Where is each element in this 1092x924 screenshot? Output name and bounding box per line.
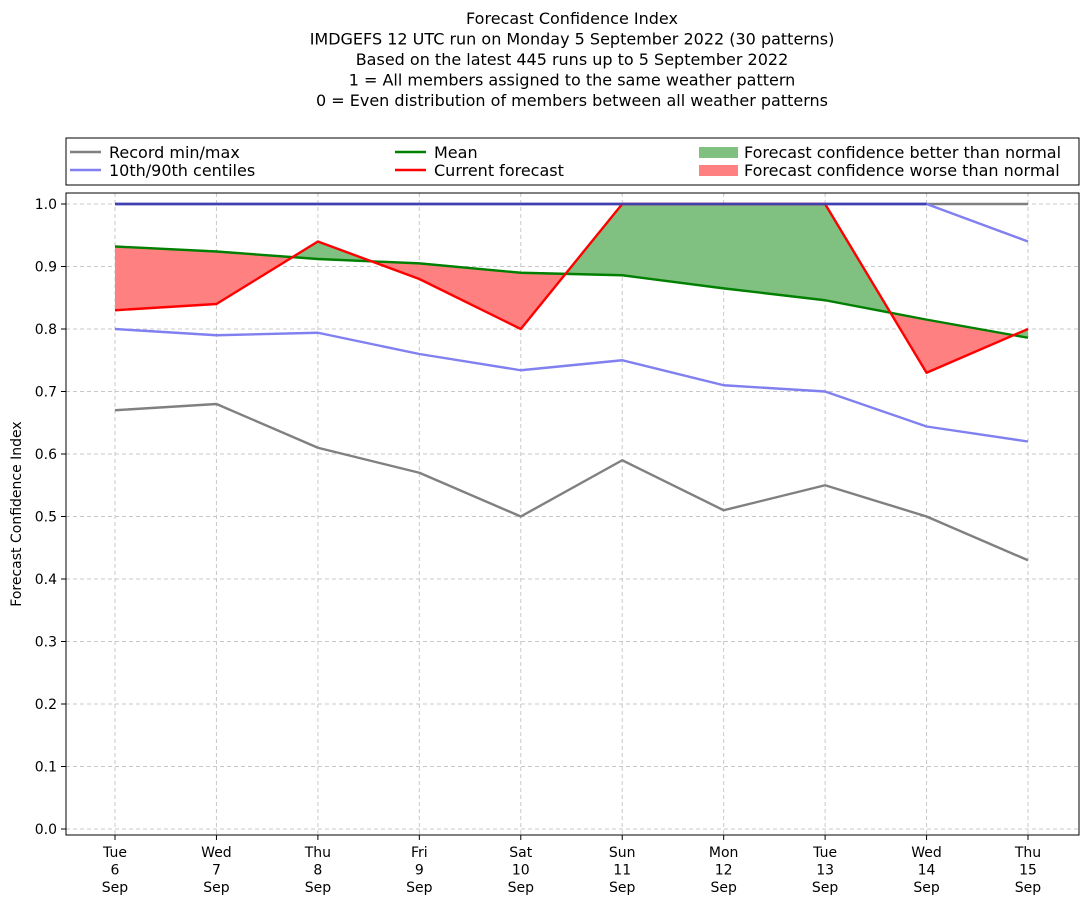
chart-title: Forecast Confidence Index IMDGEFS 12 UTC … (310, 9, 835, 110)
x-axis: Tue6SepWed7SepThu8SepFri9SepSat10SepSun1… (102, 835, 1042, 896)
x-tick-label: Sep (710, 880, 737, 896)
x-tick-label: Wed (201, 845, 232, 861)
x-tick-label: Sep (1015, 880, 1042, 896)
x-tick-label: 13 (816, 863, 834, 879)
title-line-1: IMDGEFS 12 UTC run on Monday 5 September… (310, 30, 835, 49)
legend-label: Forecast confidence better than normal (744, 143, 1061, 162)
y-axis-label: Forecast Confidence Index (9, 421, 25, 606)
x-tick-label: Sep (508, 880, 535, 896)
x-tick-label: Sun (609, 845, 636, 861)
legend-label: Record min/max (109, 143, 240, 162)
title-line-0: Forecast Confidence Index (466, 9, 678, 28)
x-tick-label: 8 (313, 863, 322, 879)
y-axis: 0.0 0.1 0.2 0.3 0.4 0.5 0.6 0.7 0.8 0.9 1.0 (35, 197, 66, 838)
fill-better-than-normal (565, 204, 891, 313)
y-tick-label: 0.5 (35, 510, 57, 526)
legend-label: Forecast confidence worse than normal (744, 161, 1060, 180)
x-tick-label: 9 (415, 863, 424, 879)
x-tick-label: 12 (715, 863, 733, 879)
x-tick-label: Thu (304, 845, 331, 861)
x-tick-label: Mon (709, 845, 739, 861)
y-tick-label: 0.9 (35, 260, 57, 276)
x-tick-label: 7 (212, 863, 221, 879)
x-tick-label: 6 (111, 863, 120, 879)
legend-label: 10th/90th centiles (109, 161, 255, 180)
legend-box (65, 137, 1080, 186)
x-tick-label: 14 (918, 863, 936, 879)
series-line-p90 (115, 202, 1029, 243)
x-tick-label: Sep (203, 880, 230, 896)
legend-swatch (699, 147, 738, 158)
y-tick-label: 0.2 (35, 697, 57, 713)
x-tick-label: Sep (913, 880, 940, 896)
x-tick-label: 11 (613, 863, 631, 879)
x-tick-label: 10 (512, 863, 530, 879)
y-tick-label: 0.1 (35, 760, 57, 776)
x-tick-label: Wed (911, 845, 942, 861)
x-tick-label: Tue (812, 845, 837, 861)
y-tick-label: 0.7 (35, 385, 57, 401)
x-tick-label: Sep (102, 880, 129, 896)
x-tick-label: Tue (102, 845, 127, 861)
x-tick-label: Sep (406, 880, 433, 896)
y-tick-label: 0.6 (35, 447, 57, 463)
y-tick-label: 0.3 (35, 635, 57, 651)
x-tick-label: Thu (1014, 845, 1041, 861)
fill-worse-than-normal (890, 312, 1014, 373)
confidence-fill-areas (115, 204, 1028, 373)
x-tick-label: Sep (609, 880, 636, 896)
y-tick-label: 1.0 (35, 197, 57, 213)
series-line-mean (114, 245, 1029, 339)
legend-label: Current forecast (434, 161, 564, 180)
series-line-record_min (114, 402, 1029, 562)
x-tick-label: Sep (812, 880, 839, 896)
fill-worse-than-normal (115, 246, 293, 311)
series-line-current (114, 202, 1029, 374)
series-line-p10 (114, 327, 1029, 443)
fill-better-than-normal (292, 241, 372, 262)
series-lines (114, 202, 1029, 562)
legend-label: Mean (434, 143, 478, 162)
y-tick-label: 0.0 (35, 822, 57, 838)
title-line-3: 1 = All members assigned to the same wea… (349, 71, 796, 90)
x-tick-label: Fri (411, 845, 428, 861)
title-line-4: 0 = Even distribution of members between… (316, 91, 828, 110)
x-tick-label: Sep (305, 880, 332, 896)
x-tick-label: Sat (509, 845, 532, 861)
x-tick-label: 15 (1019, 863, 1037, 879)
y-tick-label: 0.8 (35, 322, 57, 338)
legend-swatch (699, 165, 738, 176)
plot-area (65, 192, 1080, 836)
y-tick-label: 0.4 (35, 572, 57, 588)
title-line-2: Based on the latest 445 runs up to 5 Sep… (356, 50, 789, 69)
